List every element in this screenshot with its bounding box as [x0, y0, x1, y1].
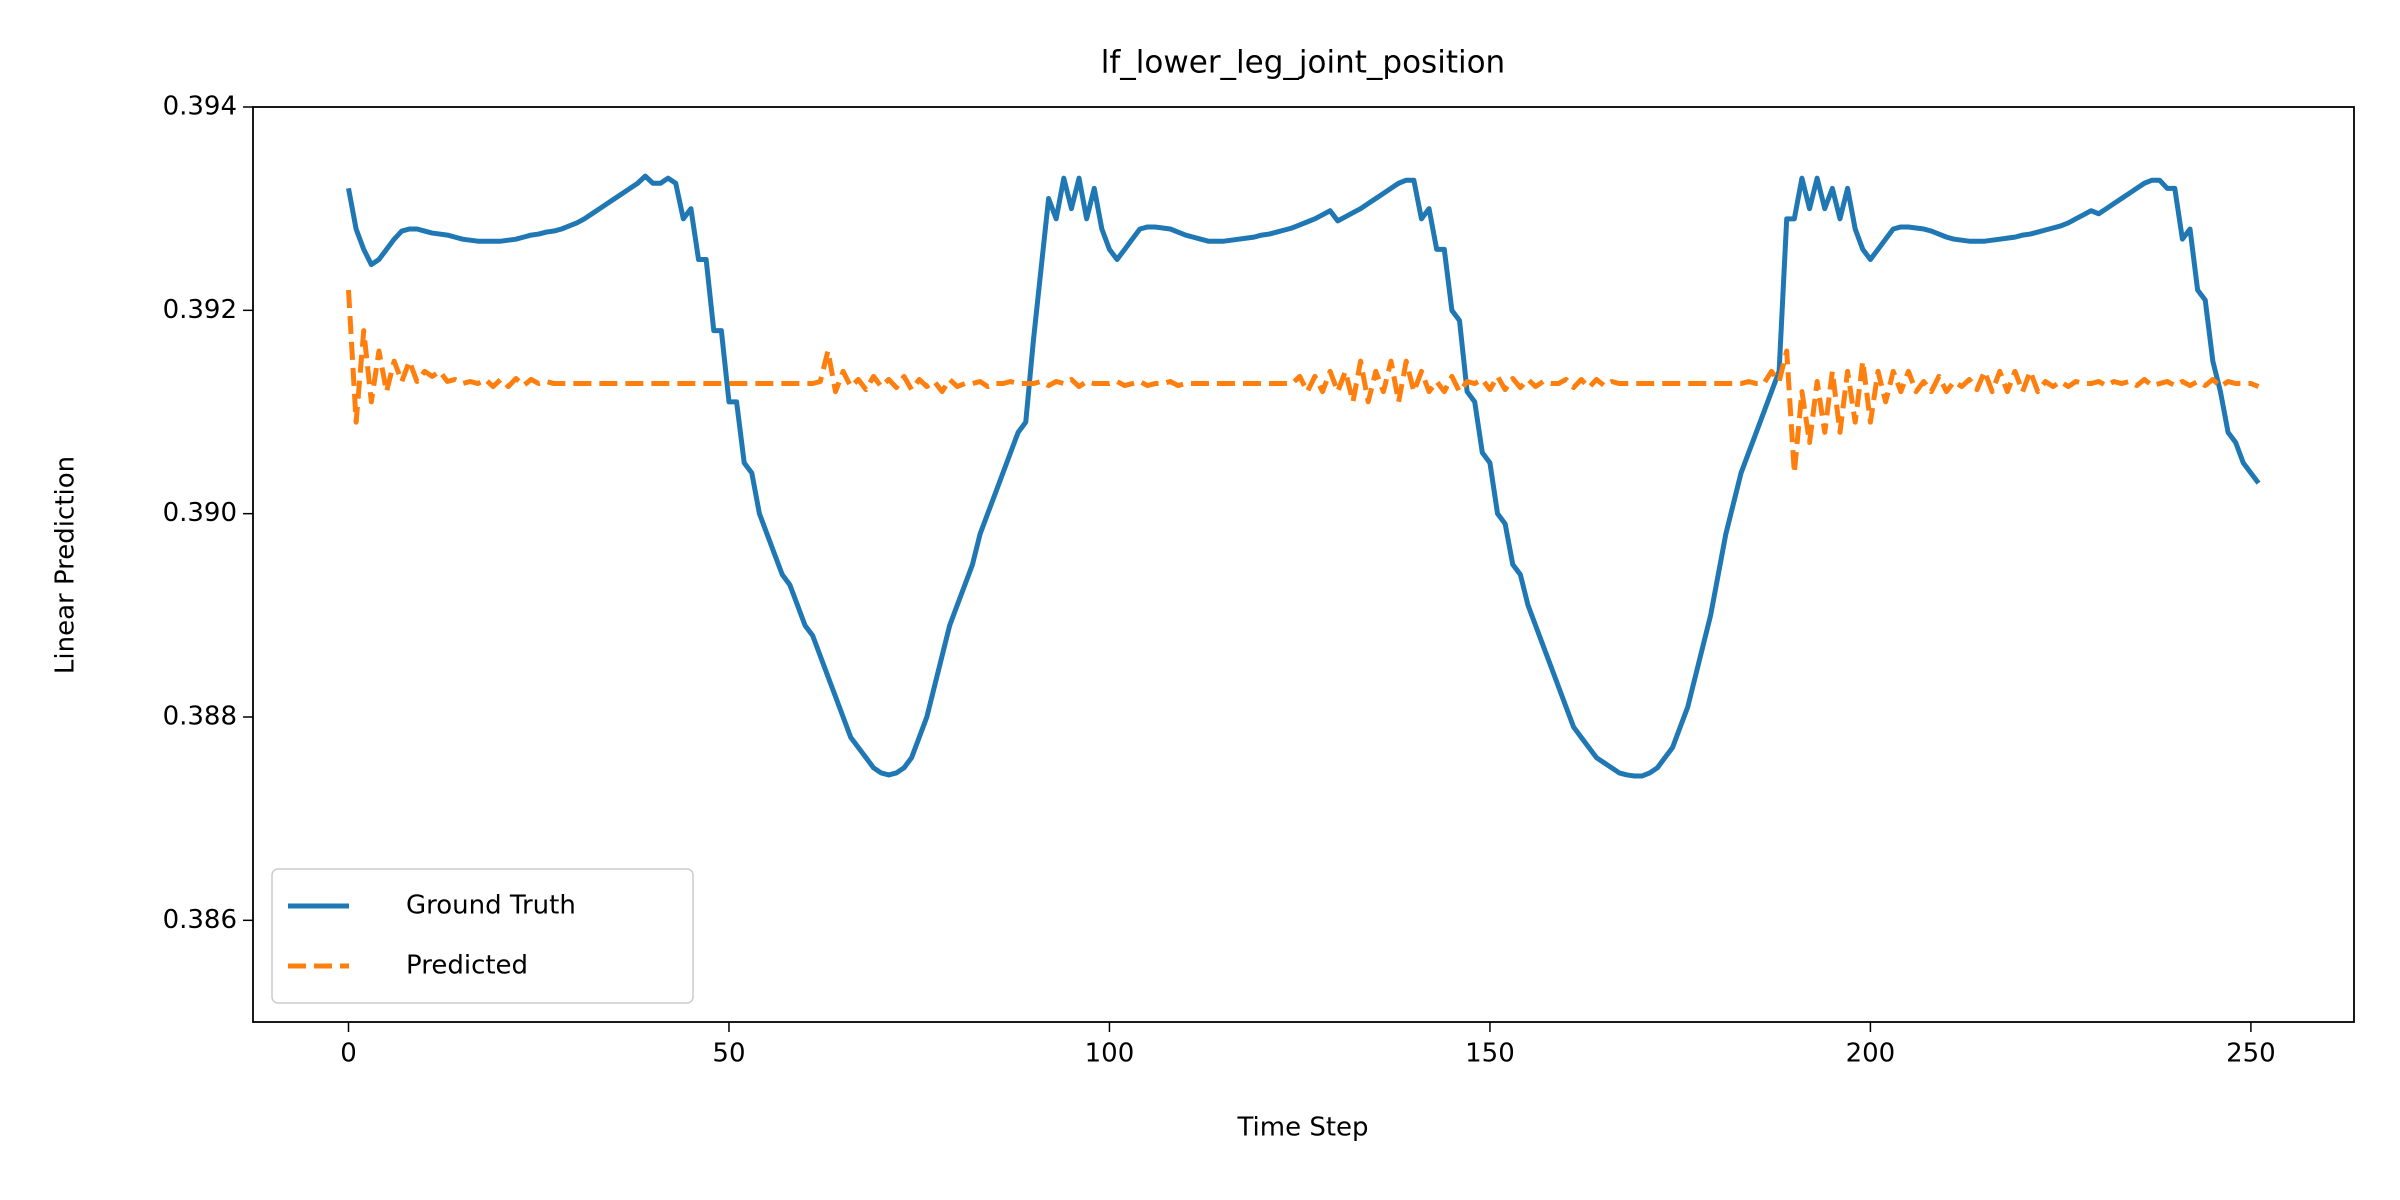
x-tick-label: 200	[1846, 1039, 1896, 1069]
x-tick-label: 50	[712, 1039, 745, 1069]
y-tick-label: 0.386	[163, 905, 237, 935]
y-tick-label: 0.388	[163, 702, 237, 732]
y-tick-label: 0.392	[163, 295, 237, 325]
x-axis-label: Time Step	[1236, 1113, 1368, 1143]
chart-title: lf_lower_leg_joint_position	[1101, 45, 1505, 81]
x-tick-label: 250	[2226, 1039, 2276, 1069]
y-axis-label: Linear Prediction	[51, 456, 81, 674]
series-line	[346, 289, 2260, 476]
series-line	[346, 173, 2261, 779]
legend-label: Predicted	[406, 951, 528, 981]
x-tick-label: 0	[340, 1039, 357, 1069]
legend-box	[271, 868, 694, 1004]
legend-label: Ground Truth	[406, 891, 576, 921]
plot-frame	[252, 106, 2355, 1023]
x-tick-label: 100	[1085, 1039, 1135, 1069]
y-tick-label: 0.390	[163, 498, 237, 528]
x-tick-label: 150	[1465, 1039, 1515, 1069]
y-tick-label: 0.394	[163, 92, 237, 122]
